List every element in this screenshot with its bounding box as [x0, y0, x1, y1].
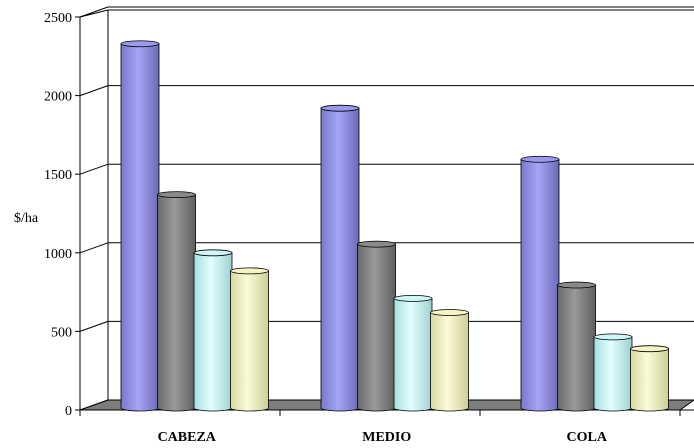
bar-top [630, 345, 669, 353]
x-tick: MEDIO [362, 410, 481, 445]
bar-body [230, 270, 269, 412]
bar [393, 294, 433, 412]
bar-top [393, 294, 433, 302]
y-tick-label: 2500 [44, 11, 72, 26]
bar-body [320, 107, 360, 412]
y-tick-label: 1500 [44, 168, 72, 183]
bar-body [557, 284, 596, 412]
bar-top [593, 333, 633, 341]
y-axis-label: $/ha [14, 211, 39, 226]
bar [120, 40, 160, 412]
gridline-side [79, 320, 109, 332]
bar [520, 155, 560, 412]
bar [193, 249, 233, 412]
bar-top [120, 40, 160, 48]
bar-body [193, 252, 233, 412]
bar-body [520, 158, 560, 412]
y-tick-label: 1000 [44, 247, 72, 262]
bar-body [393, 297, 433, 412]
bar-top [520, 155, 560, 163]
gridline-side [79, 85, 109, 97]
plot-area [79, 9, 694, 411]
bar-top [193, 249, 233, 257]
gridline-side [79, 163, 109, 175]
x-tick-label: COLA [567, 430, 608, 445]
x-tick-label: MEDIO [362, 430, 411, 445]
x-axis-ticks: CABEZA MEDIO COLA [79, 410, 681, 445]
y-tick-label: 0 [65, 404, 72, 419]
y-tick-label: 2000 [44, 90, 72, 105]
bar [320, 104, 360, 412]
bar-body [630, 348, 669, 412]
x-tick: CABEZA [158, 410, 281, 445]
bar [430, 309, 469, 412]
y-tick-label: 500 [51, 325, 72, 340]
gridline-side [79, 242, 109, 254]
bar-top [320, 104, 360, 112]
bar-body [157, 194, 196, 412]
bar [157, 191, 196, 412]
x-tick: COLA [567, 430, 608, 445]
bar-body [357, 243, 396, 412]
bar-top [230, 267, 269, 275]
x-tick-label: CABEZA [158, 430, 217, 445]
bar-body [593, 336, 633, 412]
bar-top [430, 309, 469, 316]
bar-top [557, 281, 596, 289]
bar [557, 281, 596, 412]
bar [630, 345, 669, 412]
bar-top [157, 191, 196, 199]
bar-body [120, 43, 160, 412]
bars [120, 40, 669, 412]
bar [357, 240, 396, 412]
bar [230, 267, 269, 412]
bar [593, 333, 633, 412]
bar-body [430, 312, 469, 412]
y-axis-ticks: 0 500 1000 1500 2000 2500 [44, 11, 80, 419]
gridline-side [79, 6, 109, 18]
bar-top [357, 240, 396, 248]
